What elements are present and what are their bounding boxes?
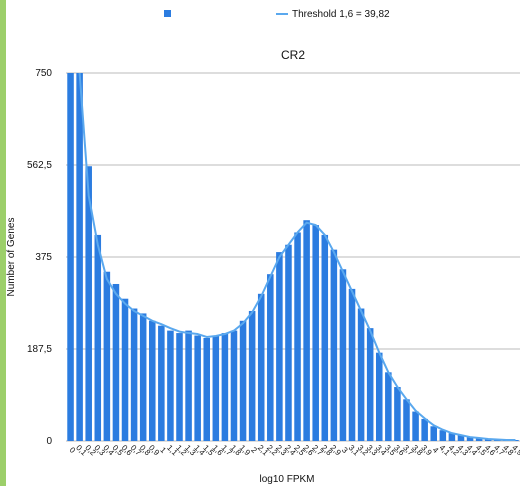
bar: [67, 73, 74, 441]
bar: [466, 437, 474, 441]
bar: [94, 234, 102, 441]
bar: [475, 438, 483, 441]
chart-title: CR2: [281, 48, 305, 62]
bar: [339, 269, 347, 441]
bar: [321, 234, 329, 441]
x-tick-label: 0: [68, 445, 78, 455]
bar: [439, 430, 447, 441]
bar: [112, 283, 120, 441]
bar: [412, 411, 419, 441]
y-tick-label: 187,5: [27, 344, 52, 355]
bar: [312, 225, 319, 441]
bar: [139, 313, 147, 441]
lines: [78, 73, 516, 442]
bar: [167, 330, 174, 441]
bar: [239, 320, 247, 441]
y-axis-label: Number of Genes: [6, 218, 17, 297]
bar: [148, 320, 156, 441]
bar: [221, 333, 229, 441]
bar: [303, 220, 310, 441]
bar: [158, 325, 165, 441]
bar: [121, 298, 129, 441]
y-tick-label: 562,5: [27, 160, 52, 171]
bar: [257, 293, 265, 441]
bar: [403, 399, 410, 441]
x-tick-label: 1: [158, 445, 168, 455]
bar: [194, 335, 201, 441]
line: [78, 73, 516, 442]
side-strip: [0, 0, 6, 486]
y-tick-label: 0: [46, 436, 52, 447]
legend: Threshold 1,6 = 39,82: [164, 9, 390, 20]
bar: [385, 372, 392, 441]
bars: [67, 73, 519, 441]
x-axis-label: log10 FPKM: [259, 474, 314, 485]
bar: [212, 335, 220, 441]
bar: [76, 73, 83, 441]
bar: [357, 308, 365, 441]
bar: [103, 271, 111, 441]
bar: [375, 352, 383, 441]
bar: [330, 249, 338, 441]
bar: [430, 426, 438, 441]
bar: [276, 252, 283, 441]
bar: [176, 333, 183, 441]
bar: [185, 330, 192, 441]
bar: [421, 418, 428, 441]
bar: [203, 337, 211, 441]
x-tick-label: 3: [340, 445, 350, 455]
y-tick-label: 750: [35, 68, 52, 79]
x-tick-label: 4,9: [510, 443, 520, 458]
bar: [448, 433, 456, 441]
x-tick-label: 2: [249, 445, 259, 455]
bar: [394, 387, 401, 441]
bar: [130, 308, 138, 441]
y-tick-label: 375: [35, 252, 52, 263]
x-tick-label: 4: [431, 445, 441, 455]
legend-label: Threshold 1,6 = 39,82: [292, 9, 390, 20]
bar: [348, 288, 356, 441]
bar: [267, 274, 274, 441]
bar: [85, 166, 92, 441]
legend-swatch: [164, 10, 171, 17]
bar: [366, 328, 374, 441]
bar: [294, 232, 301, 441]
bar: [230, 330, 238, 441]
bar: [285, 244, 292, 441]
bar: [457, 435, 465, 441]
bar: [248, 310, 256, 441]
